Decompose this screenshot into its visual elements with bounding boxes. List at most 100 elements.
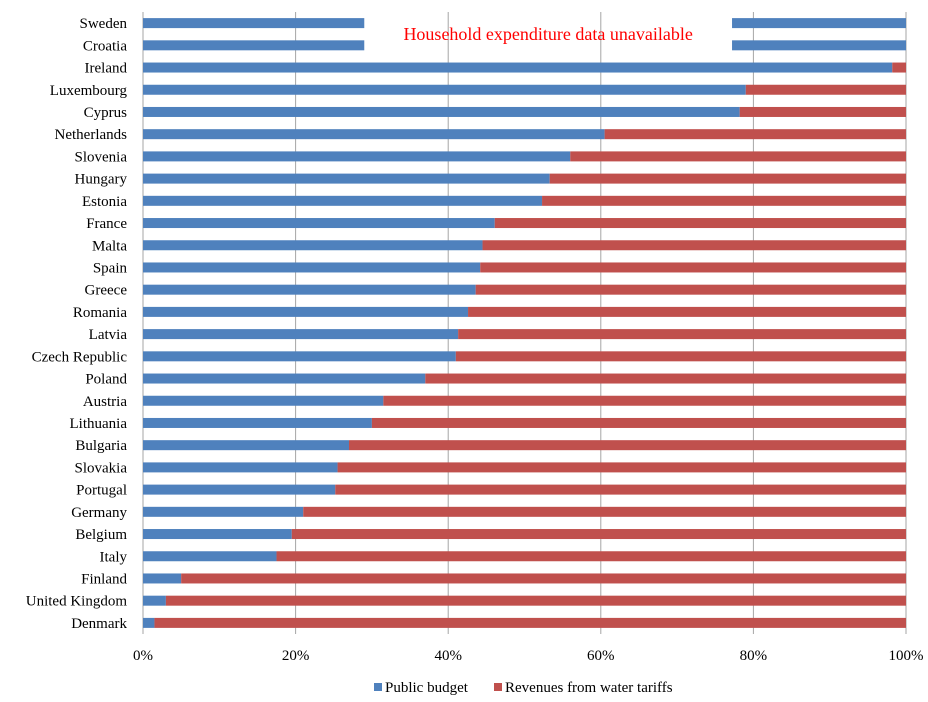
x-tick-label: 60%: [587, 648, 615, 664]
category-label: Italy: [100, 549, 128, 565]
bar-public-budget: [143, 484, 336, 495]
bar-water-tariffs: [303, 506, 907, 517]
category-label: Czech Republic: [32, 349, 128, 365]
bar-public-budget: [143, 262, 481, 273]
bar-water-tariffs: [745, 84, 906, 95]
legend: Public budget Revenues from water tariff…: [374, 680, 673, 696]
bar-public-budget: [143, 62, 893, 73]
category-label: Poland: [85, 372, 127, 388]
bar-public-budget: [143, 440, 350, 451]
category-label: Spain: [93, 260, 128, 276]
bar-water-tariffs: [892, 62, 906, 73]
category-label: Bulgaria: [75, 438, 127, 454]
gridlines: [142, 12, 907, 634]
x-tick-label: 20%: [282, 648, 310, 664]
category-label: Ireland: [85, 61, 128, 77]
bar-public-budget: [143, 395, 384, 406]
bar-public-budget: [143, 151, 571, 162]
x-tick-label: 40%: [434, 648, 462, 664]
bar-public-budget: [143, 173, 550, 184]
x-tick-label: 100%: [889, 648, 924, 664]
category-label: Cyprus: [84, 105, 128, 121]
bar-water-tariffs: [739, 106, 906, 117]
bar-public-budget: [143, 195, 543, 206]
bar-public-budget: [143, 462, 338, 473]
category-label: Germany: [71, 505, 127, 521]
bar-public-budget: [143, 40, 365, 51]
category-label: Finland: [81, 571, 127, 587]
category-label: Latvia: [89, 327, 128, 343]
bar-public-budget: [143, 84, 746, 95]
bar-public-budget: [143, 240, 483, 251]
x-tick-label: 0%: [133, 648, 153, 664]
bar-public-budget: [143, 284, 476, 295]
legend-label-water-tariffs: Revenues from water tariffs: [505, 680, 673, 696]
category-label: Belgium: [75, 527, 127, 543]
bar-public-budget: [143, 329, 459, 340]
bar-public-budget: [143, 351, 456, 362]
bar-water-tariffs: [480, 262, 906, 273]
bar-water-tariffs: [154, 617, 906, 628]
bar-public-budget: [143, 529, 292, 540]
bar-public-budget: [143, 551, 277, 562]
category-label: Hungary: [75, 172, 128, 188]
bar-public-budget: [143, 129, 605, 140]
bar-public-budget: [143, 595, 166, 606]
legend-swatch-public-budget: [374, 683, 382, 691]
category-label: Denmark: [71, 616, 127, 632]
category-label: Netherlands: [55, 127, 128, 143]
category-label: Greece: [85, 283, 128, 299]
x-tick-label: 80%: [740, 648, 768, 664]
bar-water-tariffs: [604, 129, 906, 140]
category-label: United Kingdom: [26, 594, 128, 610]
category-label: Austria: [83, 394, 128, 410]
bar-public-budget: [143, 218, 495, 229]
bar-water-tariffs: [181, 573, 906, 584]
bar-public-budget: [143, 106, 740, 117]
category-label: Slovenia: [75, 149, 128, 165]
category-label: Luxembourg: [50, 83, 128, 99]
bar-public-budget: [143, 18, 365, 29]
legend-label-public-budget: Public budget: [385, 680, 469, 696]
bar-water-tariffs: [482, 240, 906, 251]
bar-public-budget-right-segment: [732, 18, 906, 29]
bar-water-tariffs: [165, 595, 906, 606]
bar-public-budget: [143, 617, 155, 628]
category-label: Slovakia: [75, 460, 128, 476]
category-labels: Sweden Croatia Ireland Luxembourg Cyprus Neth…: [26, 16, 128, 632]
bar-public-budget: [143, 373, 426, 384]
category-label: Croatia: [83, 38, 127, 54]
bars: [143, 18, 907, 628]
bar-public-budget: [143, 417, 372, 428]
bar-water-tariffs: [349, 440, 906, 451]
bar-water-tariffs: [337, 462, 906, 473]
bar-water-tariffs: [494, 218, 906, 229]
bar-public-budget-right-segment: [732, 40, 906, 51]
bar-water-tariffs: [455, 351, 906, 362]
category-label: Romania: [73, 305, 127, 321]
bar-water-tariffs: [276, 551, 906, 562]
bar-water-tariffs: [291, 529, 906, 540]
bar-water-tariffs: [335, 484, 906, 495]
annotation-household-unavailable: Household expenditure data unavailable: [403, 24, 692, 44]
bar-water-tariffs: [425, 373, 906, 384]
bar-water-tariffs: [371, 417, 906, 428]
legend-swatch-water-tariffs: [494, 683, 502, 691]
bar-water-tariffs: [468, 306, 906, 317]
category-label: Malta: [92, 238, 127, 254]
bar-public-budget: [143, 306, 469, 317]
bar-water-tariffs: [542, 195, 906, 206]
category-label: Sweden: [80, 16, 128, 32]
category-label: Estonia: [82, 194, 127, 210]
category-label: Portugal: [76, 483, 127, 499]
x-axis-tick-labels: 0% 20% 40% 60% 80% 100%: [133, 648, 924, 664]
bar-water-tariffs: [458, 329, 906, 340]
bar-water-tariffs: [383, 395, 907, 406]
bar-public-budget: [143, 506, 304, 517]
category-label: France: [86, 216, 127, 232]
bar-water-tariffs: [475, 284, 906, 295]
category-label: Lithuania: [70, 416, 128, 432]
bar-water-tariffs: [549, 173, 906, 184]
bar-water-tariffs: [570, 151, 906, 162]
